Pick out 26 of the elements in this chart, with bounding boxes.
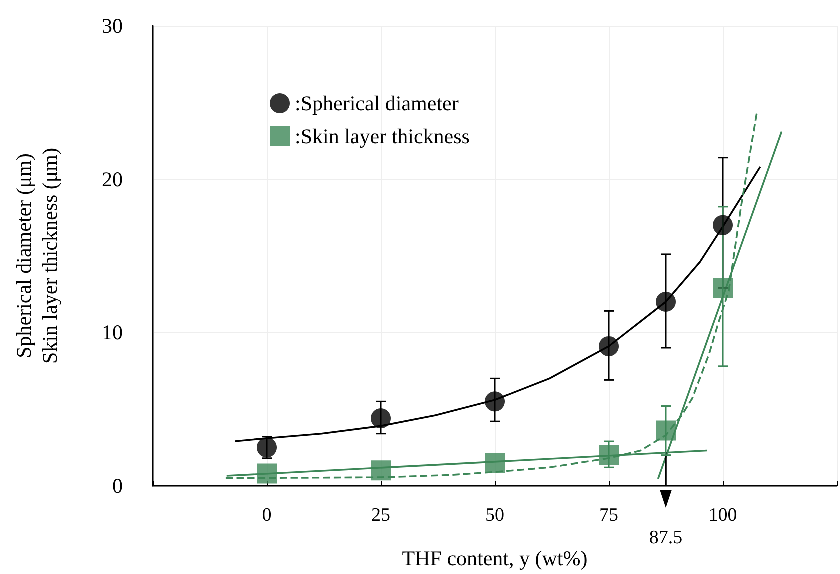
legend-label: :Spherical diameter — [295, 92, 459, 116]
y-tick-label: 20 — [102, 167, 123, 192]
legend-label: :Skin layer thickness — [295, 124, 470, 148]
x-tick-label: 0 — [262, 505, 272, 526]
x-axis-title: THF content, y (wt%) — [402, 546, 588, 570]
y-tick-label: 0 — [112, 474, 123, 498]
y-axis-title: Spherical diameter (μm) Skin layer thickness (μm) — [12, 148, 62, 364]
point — [257, 464, 277, 484]
x-tick-label: 75 — [600, 505, 618, 526]
point — [599, 445, 619, 466]
y-tick-label: 10 — [102, 320, 123, 345]
point — [599, 336, 619, 356]
x-tick-label: 25 — [372, 505, 390, 526]
point — [485, 453, 505, 473]
point — [713, 215, 733, 236]
x-tick-label: 50 — [486, 505, 504, 526]
point — [485, 392, 505, 412]
point — [656, 292, 676, 312]
point — [656, 420, 676, 441]
point — [257, 438, 277, 458]
x-tick-label: 100 — [708, 505, 738, 526]
annotation: 87.5 — [649, 528, 683, 548]
y-tick-label: 30 — [102, 14, 123, 38]
point — [371, 460, 391, 481]
point — [713, 278, 733, 298]
point — [371, 408, 391, 429]
